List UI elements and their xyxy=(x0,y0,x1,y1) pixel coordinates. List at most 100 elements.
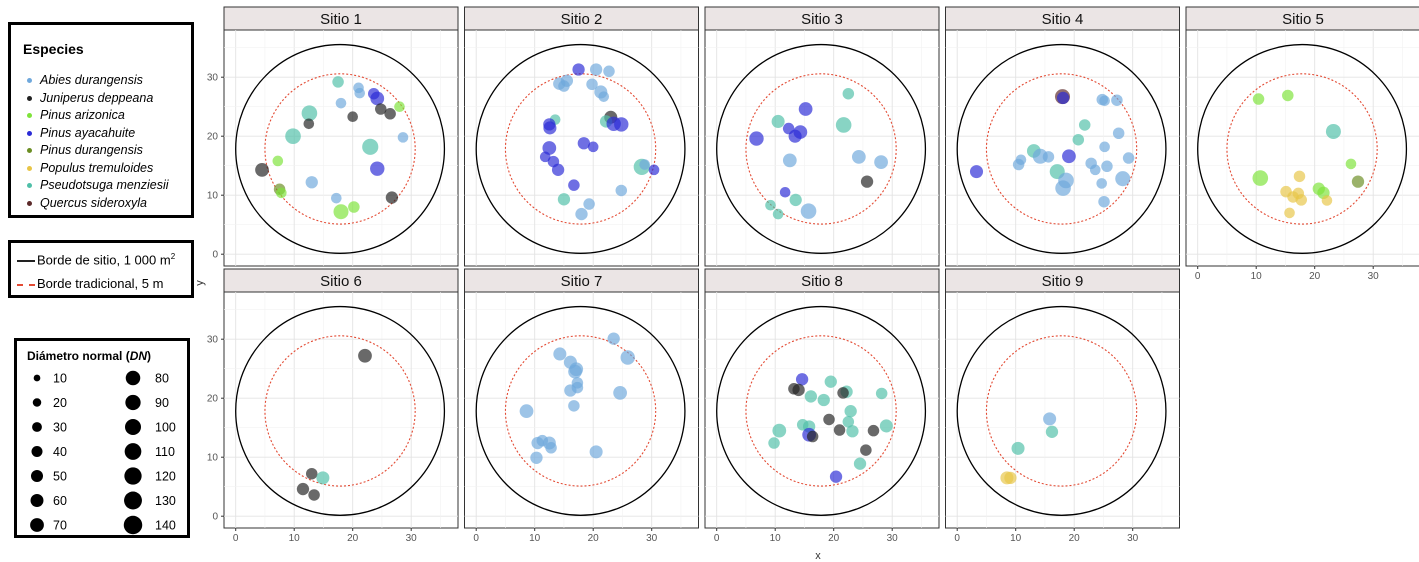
size-legend-label: 80 xyxy=(155,372,169,386)
x-tick-label: 20 xyxy=(828,533,840,544)
tree-point xyxy=(586,78,598,91)
size-legend-label: 40 xyxy=(53,445,67,459)
tree-point xyxy=(1099,95,1110,107)
tree-point xyxy=(842,87,855,100)
tree-point xyxy=(851,149,866,164)
tree-point xyxy=(800,203,817,219)
dotted-line-icon xyxy=(17,283,35,286)
species-color-dot xyxy=(27,148,32,154)
site-border-circle xyxy=(716,305,927,516)
y-tick-label: 10 xyxy=(207,453,219,464)
tree-point xyxy=(568,400,580,412)
y-axis-title: y xyxy=(194,280,206,286)
tree-point xyxy=(1112,127,1125,139)
x-tick-label: 30 xyxy=(646,533,658,544)
tree-point xyxy=(1011,441,1025,455)
species-legend-item: Juniperus deppeana xyxy=(27,91,153,105)
tree-point xyxy=(316,471,330,485)
tree-point xyxy=(558,80,570,92)
solid-line-icon xyxy=(17,259,35,262)
traditional-border-circle xyxy=(985,73,1138,225)
tree-point xyxy=(587,141,599,153)
species-legend-label: Quercus sideroxyla xyxy=(40,195,147,210)
tree-point xyxy=(305,176,318,189)
tree-point xyxy=(1284,207,1295,219)
tree-point xyxy=(1122,152,1135,164)
tree-point xyxy=(867,424,880,437)
tree-point xyxy=(614,117,629,132)
tree-point xyxy=(553,347,567,361)
tree-point xyxy=(575,207,588,221)
panel-title: Sitio 8 xyxy=(801,273,843,290)
x-tick-label: 30 xyxy=(1368,271,1380,282)
x-tick-label: 20 xyxy=(1309,271,1321,282)
tree-point xyxy=(1096,178,1107,189)
size-legend-label: 10 xyxy=(53,372,67,386)
site-border-circle xyxy=(956,305,1167,516)
tree-point xyxy=(354,87,366,99)
tree-point xyxy=(1043,412,1057,426)
x-tick-label: 30 xyxy=(887,533,899,544)
tree-point xyxy=(285,128,301,145)
panel-title: Sitio 5 xyxy=(1282,11,1324,28)
tree-point xyxy=(1115,171,1131,187)
size-legend-circle xyxy=(30,518,44,532)
tree-point xyxy=(598,91,610,102)
tree-point xyxy=(833,424,846,436)
species-legend-label: Pseudotsuga menziesii xyxy=(40,178,169,192)
tree-point xyxy=(1098,195,1110,208)
size-legend-circle xyxy=(124,491,142,510)
tree-point xyxy=(824,375,837,388)
traditional-border-circle xyxy=(264,73,416,225)
panel-8: Sitio 8 0 10 20 30 xyxy=(704,268,940,544)
species-legend: Especies Abies durangensis Juniperus depp… xyxy=(8,22,194,218)
species-color-dot xyxy=(27,130,32,136)
species-color-dot xyxy=(27,165,32,171)
tree-point xyxy=(358,348,372,363)
traditional-border-circle xyxy=(1226,73,1378,225)
tree-point xyxy=(817,393,830,407)
tree-point xyxy=(1321,195,1333,206)
tree-point xyxy=(1099,141,1110,153)
panel-6: Sitio 6 0 10 20 30 0 10 20 30 xyxy=(207,268,459,544)
tree-point xyxy=(792,383,805,397)
tree-point xyxy=(789,193,802,207)
tree-point xyxy=(1252,170,1269,186)
tree-point xyxy=(394,101,405,113)
tree-point xyxy=(385,191,399,204)
tree-point xyxy=(804,390,818,403)
x-axis-title: x xyxy=(815,550,821,562)
x-tick-label: 20 xyxy=(347,533,359,544)
panel-frame xyxy=(704,29,940,267)
tree-point xyxy=(1293,170,1306,183)
x-tick-label: 30 xyxy=(406,533,418,544)
x-tick-label: 20 xyxy=(1069,533,1081,544)
panel-3: Sitio 3 xyxy=(704,6,940,267)
panel-frame xyxy=(464,291,699,529)
tree-point xyxy=(795,373,809,386)
legend-border-solid: Borde de sitio, 1 000 m2 xyxy=(17,252,175,267)
species-legend-title: Especies xyxy=(23,41,84,57)
x-tick-label: 30 xyxy=(1127,533,1139,544)
site-border-circle xyxy=(475,305,686,516)
x-tick-label: 10 xyxy=(529,533,541,544)
tree-point xyxy=(272,155,284,167)
tree-point xyxy=(301,105,318,121)
species-color-dot xyxy=(27,95,32,101)
traditional-border-circle xyxy=(504,335,657,487)
tree-point xyxy=(370,91,385,106)
tree-point xyxy=(1042,151,1055,163)
species-legend-label: Juniperus deppeana xyxy=(40,90,154,105)
tree-point xyxy=(1062,149,1076,164)
legend-border-solid-label: Borde de sitio, 1 000 m xyxy=(37,252,171,268)
tree-point xyxy=(874,155,888,170)
tree-point xyxy=(875,387,888,400)
tree-point xyxy=(823,413,835,426)
y-tick-label: 10 xyxy=(207,191,219,202)
panel-2: Sitio 2 xyxy=(464,6,699,267)
panel-title: Sitio 4 xyxy=(1042,11,1084,28)
tree-point xyxy=(772,208,784,220)
panel-4: Sitio 4 xyxy=(945,6,1180,267)
tree-point xyxy=(348,201,360,213)
traditional-border-circle xyxy=(264,335,416,487)
